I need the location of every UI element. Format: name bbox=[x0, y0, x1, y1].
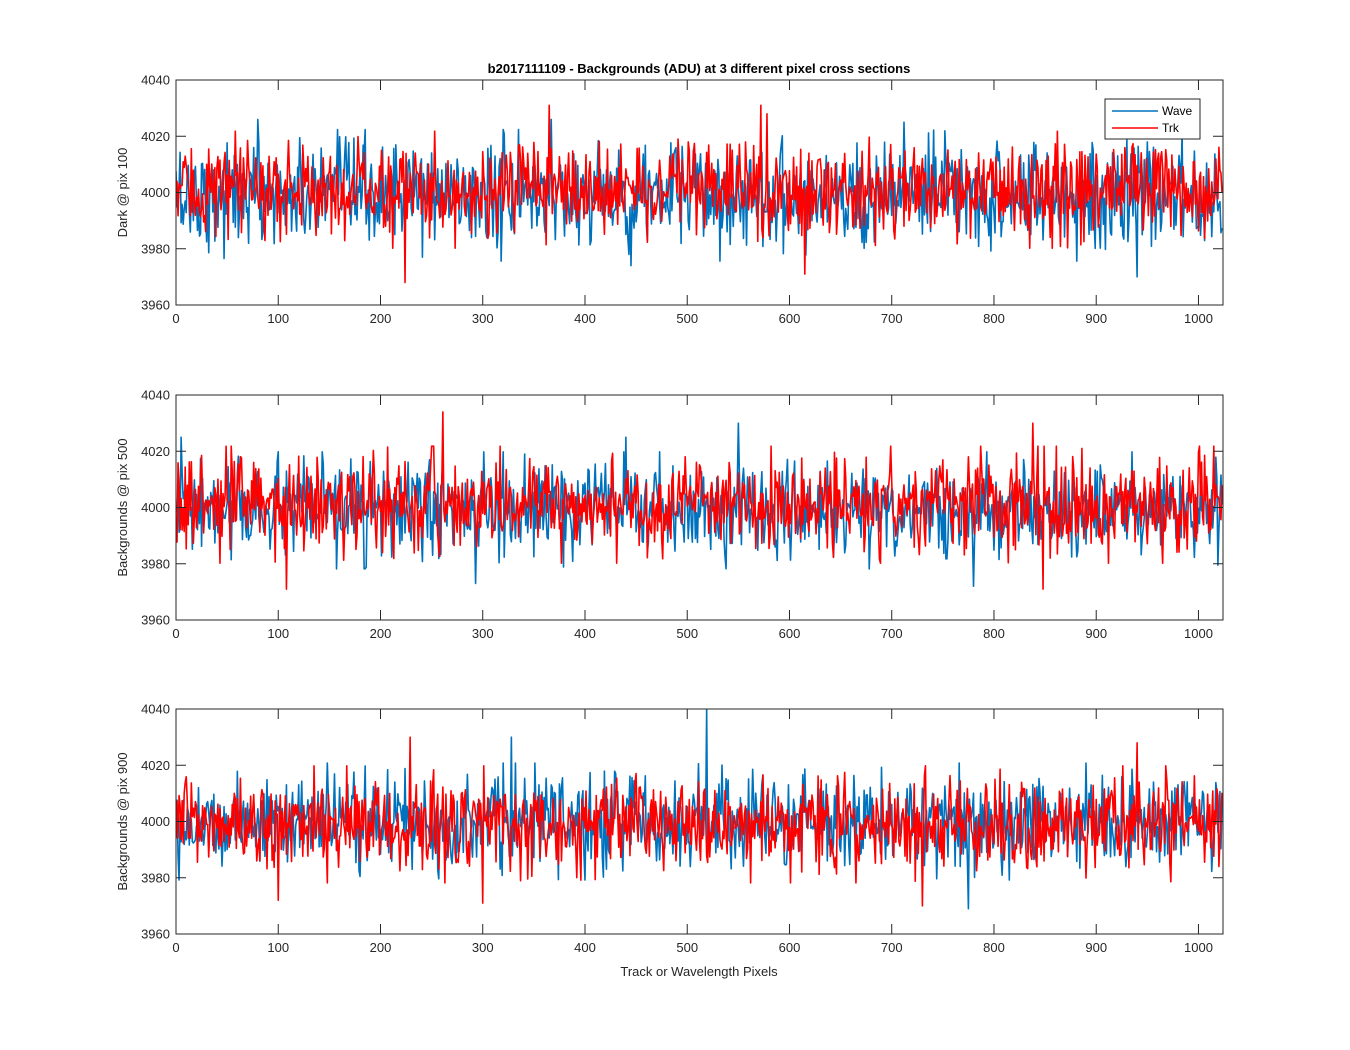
y-tick-label: 4040 bbox=[141, 388, 170, 403]
legend-box bbox=[1104, 98, 1201, 140]
series-line-trk bbox=[176, 736, 1223, 907]
y-tick-label: 4000 bbox=[141, 500, 170, 515]
y-tick-label: 4020 bbox=[141, 444, 170, 459]
x-tick-label: 0 bbox=[172, 311, 179, 326]
legend-label-wave: Wave bbox=[1162, 104, 1193, 118]
x-tick-label: 800 bbox=[983, 940, 1005, 955]
x-tick-label: 500 bbox=[676, 311, 698, 326]
y-tick-label: 3960 bbox=[141, 927, 170, 942]
x-tick-label: 400 bbox=[574, 626, 596, 641]
y-tick-label: 3980 bbox=[141, 556, 170, 571]
x-tick-label: 1000 bbox=[1184, 940, 1213, 955]
x-tick-label: 600 bbox=[779, 940, 801, 955]
y-tick-label: 4020 bbox=[141, 129, 170, 144]
y-tick-label: 4040 bbox=[141, 702, 170, 717]
y-tick-label: 3960 bbox=[141, 613, 170, 628]
x-tick-label: 300 bbox=[472, 311, 494, 326]
x-tick-label: 400 bbox=[574, 940, 596, 955]
x-tick-label: 200 bbox=[370, 311, 392, 326]
x-tick-label: 800 bbox=[983, 311, 1005, 326]
x-tick-label: 100 bbox=[267, 626, 289, 641]
x-tick-label: 0 bbox=[172, 626, 179, 641]
y-tick-label: 3960 bbox=[141, 298, 170, 313]
x-tick-label: 300 bbox=[472, 626, 494, 641]
y-axis-label: Backgrounds @ pix 500 bbox=[115, 438, 130, 576]
series-line-trk bbox=[176, 411, 1223, 590]
subplot-backgrounds-pix-500: 0 100 200 300 400 500 600 700 800 900 1000 3960 3980… bbox=[115, 388, 1224, 641]
y-tick-label: 4000 bbox=[141, 185, 170, 200]
subplot-backgrounds-pix-900: 0 100 200 300 400 500 600 700 800 900 1000 3960 3980… bbox=[115, 702, 1224, 955]
x-tick-label: 700 bbox=[881, 940, 903, 955]
y-tick-label: 4000 bbox=[141, 814, 170, 829]
x-tick-label: 0 bbox=[172, 940, 179, 955]
x-tick-label: 200 bbox=[370, 626, 392, 641]
legend-label-trk: Trk bbox=[1162, 121, 1180, 135]
x-tick-label: 100 bbox=[267, 311, 289, 326]
x-tick-label: 600 bbox=[779, 626, 801, 641]
x-tick-label: 1000 bbox=[1184, 311, 1213, 326]
x-tick-label: 200 bbox=[370, 940, 392, 955]
y-axis-label: Backgrounds @ pix 900 bbox=[115, 752, 130, 890]
x-tick-label: 700 bbox=[881, 311, 903, 326]
x-tick-label: 500 bbox=[676, 940, 698, 955]
x-tick-label: 1000 bbox=[1184, 626, 1213, 641]
y-axis-label: Dark @ pix 100 bbox=[115, 148, 130, 238]
x-axis-label: Track or Wavelength Pixels bbox=[620, 964, 778, 979]
x-tick-label: 800 bbox=[983, 626, 1005, 641]
legend: Wave Trk bbox=[1104, 98, 1201, 140]
subplot-dark-pix-100: 0 100 200 300 400 500 600 700 800 900 1000 3960 3980… bbox=[115, 73, 1224, 326]
y-tick-label: 4040 bbox=[141, 73, 170, 88]
x-tick-label: 600 bbox=[779, 311, 801, 326]
y-tick-label: 3980 bbox=[141, 870, 170, 885]
x-tick-label: 700 bbox=[881, 626, 903, 641]
figure-title: b2017111109 - Backgrounds (ADU) at 3 dif… bbox=[488, 61, 911, 76]
x-tick-label: 300 bbox=[472, 940, 494, 955]
series-line-trk bbox=[176, 104, 1223, 284]
x-tick-label: 400 bbox=[574, 311, 596, 326]
x-tick-label: 500 bbox=[676, 626, 698, 641]
y-tick-label: 3980 bbox=[141, 241, 170, 256]
x-tick-label: 900 bbox=[1085, 311, 1107, 326]
x-tick-label: 100 bbox=[267, 940, 289, 955]
x-tick-label: 900 bbox=[1085, 940, 1107, 955]
y-tick-label: 4020 bbox=[141, 758, 170, 773]
x-tick-label: 900 bbox=[1085, 626, 1107, 641]
